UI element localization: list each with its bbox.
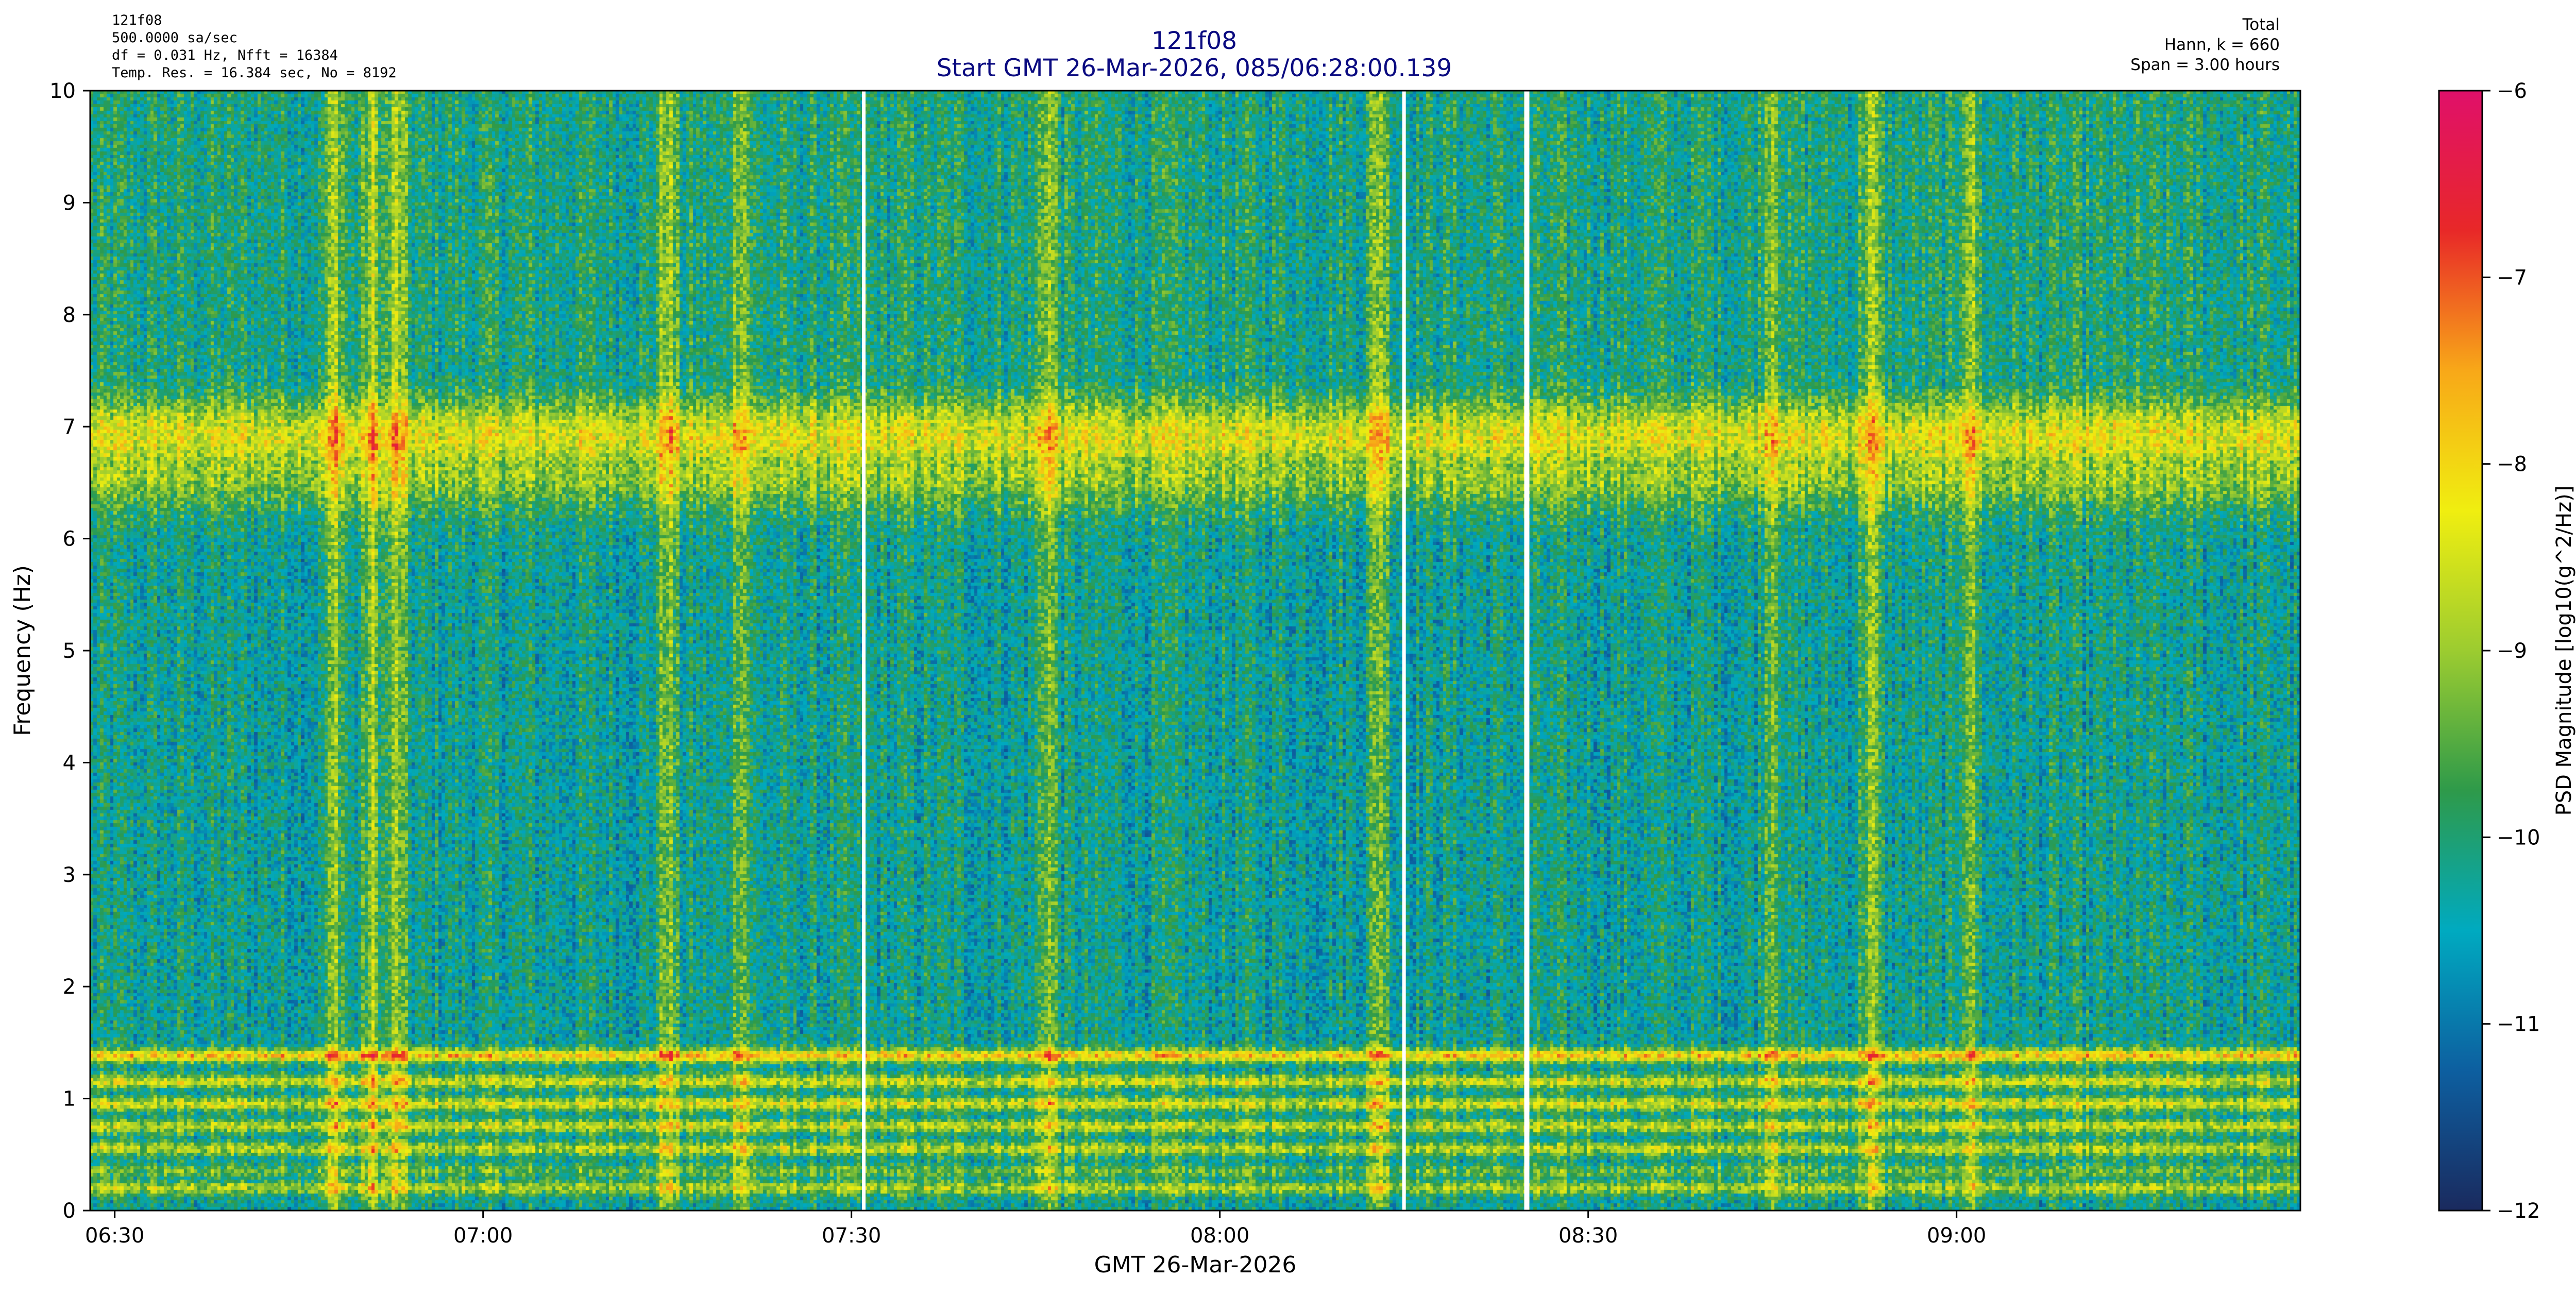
- y-tick-label: 7: [63, 415, 76, 439]
- y-tick-label: 0: [63, 1199, 76, 1223]
- chart-subtitle: Start GMT 26-Mar-2026, 085/06:28:00.139: [937, 54, 1452, 82]
- colorbar-tick-label: −12: [2497, 1199, 2540, 1223]
- y-axis-label: Frequency (Hz): [9, 565, 36, 736]
- y-tick-label: 1: [63, 1087, 76, 1111]
- colorbar-tick-label: −8: [2497, 453, 2527, 476]
- colorbar-tick-label: −11: [2497, 1013, 2540, 1036]
- colorbar-tick-label: −6: [2497, 79, 2527, 103]
- header-left-line: 121f08: [112, 12, 162, 28]
- colorbar-scale: [2438, 90, 2483, 1212]
- chart-title: 121f08: [1151, 27, 1237, 55]
- x-axis-label: GMT 26-Mar-2026: [1094, 1252, 1297, 1278]
- spectrogram-heatmap: [90, 91, 2300, 1211]
- header-left-line: Temp. Res. = 16.384 sec, No = 8192: [112, 65, 397, 81]
- y-tick-label: 8: [63, 303, 76, 327]
- header-left-info: 121f08 500.0000 sa/sec df = 0.031 Hz, Nf…: [112, 12, 397, 81]
- x-tick-label: 09:00: [1927, 1224, 1986, 1248]
- x-axis: 06:30 07:00 07:30 08:00 08:30 09:00: [85, 1211, 1986, 1248]
- x-tick-label: 08:00: [1190, 1224, 1249, 1248]
- colorbar-label: PSD Magnitude [log10(g^2/Hz)]: [2552, 486, 2576, 816]
- header-right-info: Total Hann, k = 660 Span = 3.00 hours: [2130, 15, 2280, 74]
- colorbar-ticks: −12 −11 −10 −9 −8 −7 −6: [2482, 79, 2540, 1223]
- x-tick-label: 07:30: [822, 1224, 881, 1248]
- x-tick-label: 08:30: [1558, 1224, 1618, 1248]
- y-tick-label: 9: [63, 191, 76, 215]
- spectrogram-canvas: [90, 91, 2300, 1211]
- header-right-line: Hann, k = 660: [2164, 36, 2280, 54]
- colorbar-tick-label: −9: [2497, 639, 2527, 663]
- y-tick-label: 4: [63, 751, 76, 775]
- y-tick-label: 2: [63, 975, 76, 999]
- header-left-line: 500.0000 sa/sec: [112, 30, 238, 46]
- data-gap-lines: [862, 91, 1530, 1211]
- y-tick-label: 3: [63, 863, 76, 887]
- colorbar: −12 −11 −10 −9 −8 −7 −6 PSD Magnitude [log10(g…: [2438, 79, 2576, 1223]
- header-right-line: Total: [2242, 15, 2280, 34]
- y-tick-label: 10: [49, 79, 76, 103]
- header-right-line: Span = 3.00 hours: [2130, 56, 2280, 74]
- x-tick-label: 07:00: [453, 1224, 513, 1248]
- y-tick-label: 6: [63, 527, 76, 551]
- header-left-line: df = 0.031 Hz, Nfft = 16384: [112, 47, 338, 63]
- y-tick-label: 5: [63, 639, 76, 663]
- x-tick-label: 06:30: [85, 1224, 144, 1248]
- colorbar-tick-label: −7: [2497, 266, 2527, 290]
- y-axis: 0 1 2 3 4 5 6 7 8 9 10: [49, 79, 90, 1223]
- spectrogram-plot: [89, 90, 2301, 1212]
- colorbar-tick-label: −10: [2497, 826, 2540, 849]
